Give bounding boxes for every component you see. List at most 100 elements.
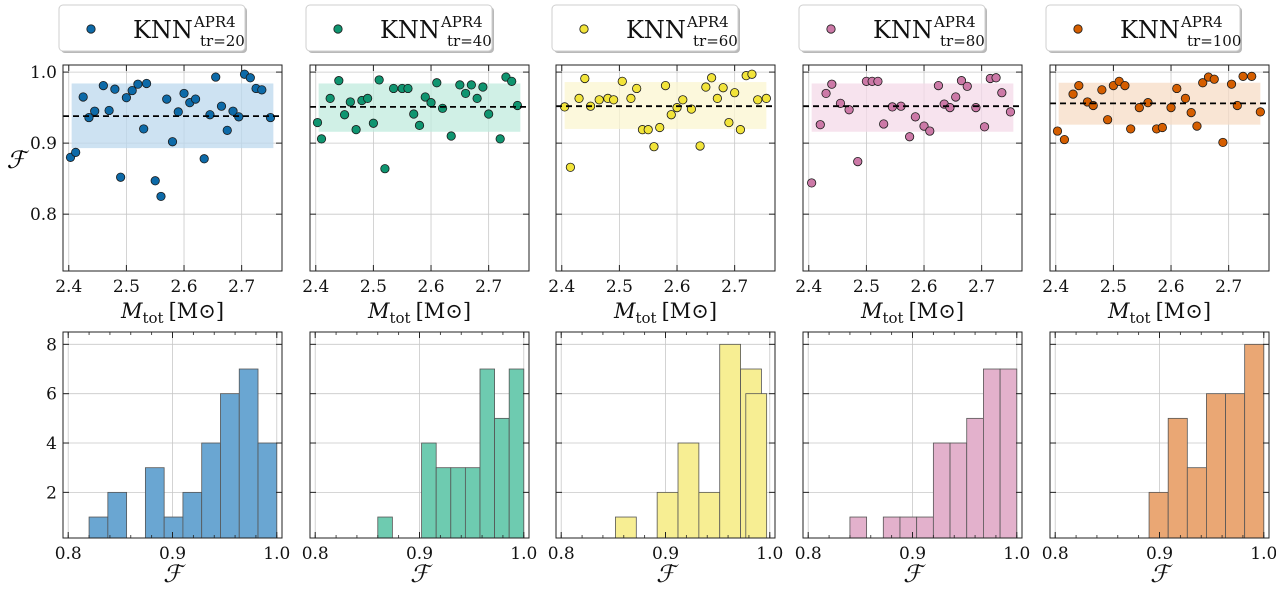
scatter-1-ytick-label: 0.8 <box>30 205 57 225</box>
scatter-point <box>873 76 883 86</box>
scatter-point <box>455 80 465 90</box>
scatter-point <box>345 97 355 107</box>
scatter-point <box>334 76 344 86</box>
xlabel-symbol: M <box>860 299 883 323</box>
legend-marker <box>826 24 836 34</box>
scatter-point <box>574 93 584 103</box>
histogram-bar <box>1244 343 1265 539</box>
histogram-bar <box>966 417 984 539</box>
scatter-point <box>1059 134 1070 145</box>
legend-label: KNNAPR4 <box>380 13 483 44</box>
histogram-bar <box>257 442 278 539</box>
scatter-5-xtick-label: 2.4 <box>1042 277 1069 297</box>
scatter-2-xtick-label: 2.5 <box>360 277 387 297</box>
scatter-point <box>735 125 746 135</box>
legend-box <box>305 4 493 52</box>
histogram-bar <box>1167 417 1188 539</box>
histogram-bar <box>1186 467 1207 539</box>
histogram-bar <box>88 516 109 539</box>
scatter-point <box>426 98 436 108</box>
histogram-bar <box>983 368 1001 539</box>
scatter-point <box>1126 124 1136 134</box>
hist-2-xtick-label: 0.9 <box>406 544 433 564</box>
scatter-1-xlabel: Mtot [M⊙] <box>120 299 224 327</box>
scatter-1-ytick-label: 1.0 <box>30 63 57 83</box>
scatter-3-frame <box>555 64 776 272</box>
scatter-4-xtick-label: 2.4 <box>795 277 822 297</box>
scatter-2-xtick-label: 2.6 <box>418 277 445 297</box>
scatter-point <box>1247 71 1257 81</box>
scatter-point <box>594 95 604 105</box>
scatter-3-xtick-label: 2.4 <box>548 277 575 297</box>
scatter-point <box>139 124 149 134</box>
hist-3-xtick-label: 1.0 <box>756 544 783 564</box>
legend-box <box>58 4 246 52</box>
scatter-3-xlabel: Mtot [M⊙] <box>613 299 717 327</box>
scatter-point <box>173 107 183 117</box>
scatter-point <box>910 112 920 122</box>
legend-label-sub: tr=20 <box>200 32 245 50</box>
scatter-5-xtick-label: 2.7 <box>1215 277 1242 297</box>
histogram-bar <box>201 442 221 539</box>
hist-2-xtick-label: 1.0 <box>510 544 537 564</box>
legend-box <box>551 4 739 52</box>
scatter-point <box>643 125 653 135</box>
scatter-point <box>956 76 967 86</box>
scatter-point <box>1166 103 1176 113</box>
hist-3-xtick-label: 0.8 <box>548 544 575 564</box>
legend-label: KNNAPR4 <box>133 13 236 44</box>
xlabel-unit: [M⊙] <box>1156 299 1211 323</box>
scatter-point <box>1198 78 1208 88</box>
xlabel-symbol: M <box>1107 299 1130 323</box>
hist-panel-5: 0.8 0.9 1.0 ℱ <box>1042 331 1276 588</box>
scatter-4-xlabel: Mtot [M⊙] <box>860 299 964 327</box>
scatter-point <box>655 122 665 133</box>
histogram-bar <box>615 516 637 539</box>
legend-marker <box>579 24 589 34</box>
scatter-1-xtick-label: 2.6 <box>171 277 198 297</box>
legend-label: KNNAPR4 <box>873 13 976 44</box>
hist-4-xtick-label: 0.8 <box>795 544 822 564</box>
scatter-point <box>211 72 221 82</box>
hist-3-xtick-label: 0.9 <box>652 544 679 564</box>
xlabel-symbol: M <box>120 299 143 323</box>
scatter-point <box>127 85 137 96</box>
histogram-bar <box>849 516 868 539</box>
histogram-bar <box>1148 491 1169 539</box>
histogram-bar <box>949 442 968 539</box>
scatter-point <box>466 80 476 90</box>
xlabel-unit: [M⊙] <box>662 299 717 323</box>
legend-label-sup: APR4 <box>1180 13 1223 31</box>
hist-4-xlabel: ℱ <box>903 560 926 588</box>
scatter-point <box>374 75 384 85</box>
histogram-bar <box>932 442 951 539</box>
hist-4-xtick-label: 0.9 <box>899 544 926 564</box>
scatter-point <box>919 121 929 131</box>
histogram-bar <box>435 467 452 539</box>
legend-label: KNNAPR4 <box>626 13 729 44</box>
scatter-3-xtick-label: 2.6 <box>664 277 691 297</box>
scatter-point <box>761 93 771 103</box>
scatter-point <box>388 83 399 94</box>
histogram-bar <box>182 491 203 539</box>
scatter-point <box>962 81 972 91</box>
scatter-point <box>507 76 517 86</box>
scatter-point <box>104 105 114 116</box>
histogram-bar <box>238 368 259 539</box>
scatter-point <box>1209 74 1219 84</box>
scatter-point <box>179 88 189 99</box>
scatter-point <box>420 92 430 102</box>
hist-1-xtick-label: 1.0 <box>263 544 290 564</box>
scatter-point <box>617 76 627 86</box>
legend-label-sup: APR4 <box>686 13 729 31</box>
histogram-bar <box>899 516 918 539</box>
scatter-point <box>133 79 143 89</box>
scatter-point <box>478 82 488 92</box>
scatter-point <box>461 88 471 99</box>
legend-label-base: KNN <box>133 16 193 44</box>
scatter-point <box>701 82 711 92</box>
hist-5-xtick-label: 0.8 <box>1042 544 1069 564</box>
scatter-2-frame <box>309 64 530 272</box>
scatter-point <box>1005 107 1016 117</box>
